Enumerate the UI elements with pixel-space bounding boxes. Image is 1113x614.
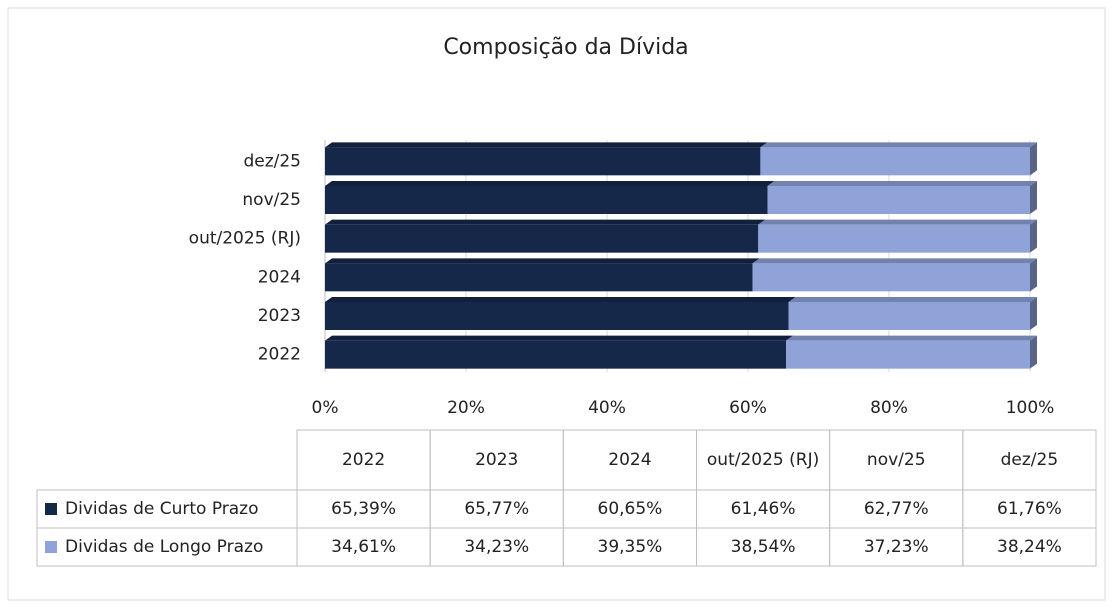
table-header: nov/25 bbox=[866, 450, 926, 470]
table-value: 38,54% bbox=[731, 537, 796, 557]
table-header: dez/25 bbox=[1000, 450, 1059, 470]
bar-top bbox=[325, 219, 766, 225]
table-cell bbox=[962, 527, 1097, 567]
table-value: 34,61% bbox=[331, 537, 396, 557]
table-value: 38,24% bbox=[997, 537, 1062, 557]
bar-top bbox=[325, 181, 775, 186]
x-tick-label: 80% bbox=[870, 398, 908, 418]
legend-label: Dividas de Longo Prazo bbox=[65, 537, 263, 557]
bar bbox=[767, 186, 1030, 214]
legend-label: Dividas de Curto Prazo bbox=[65, 499, 259, 519]
table-value: 61,46% bbox=[731, 499, 796, 519]
table-header: 2024 bbox=[608, 450, 652, 470]
bar bbox=[325, 302, 789, 330]
legend-marker bbox=[45, 541, 57, 553]
y-tick-label: out/2025 (RJ) bbox=[189, 229, 301, 249]
table-value: 62,77% bbox=[864, 499, 929, 519]
bar-side bbox=[1030, 258, 1037, 292]
table-header: out/2025 (RJ) bbox=[706, 450, 820, 470]
bar-side bbox=[1030, 142, 1037, 176]
y-tick-label: nov/25 bbox=[242, 190, 301, 210]
legend-marker bbox=[45, 503, 57, 515]
bar-top bbox=[788, 297, 1037, 302]
table-header-box: nov/25 bbox=[866, 450, 926, 470]
table-header-box: 2024 bbox=[608, 450, 652, 470]
bar-top bbox=[767, 181, 1037, 186]
y-tick-label: 2022 bbox=[258, 345, 301, 365]
bar bbox=[325, 224, 759, 253]
table-header-box: 2022 bbox=[341, 450, 386, 470]
bar-top bbox=[325, 258, 760, 264]
bar-top bbox=[760, 142, 1037, 148]
table-value: 65,77% bbox=[464, 499, 529, 519]
table-header-box: 2023 bbox=[475, 450, 519, 470]
bar bbox=[785, 340, 1030, 369]
table-header: 2022 bbox=[341, 450, 386, 470]
x-tick-label: 60% bbox=[729, 398, 767, 418]
bar bbox=[325, 340, 786, 369]
bar bbox=[758, 224, 1030, 253]
table-value: 39,35% bbox=[598, 537, 663, 557]
y-tick-label: 2023 bbox=[258, 306, 301, 326]
x-tick-label: 100% bbox=[1006, 398, 1055, 418]
bar bbox=[760, 147, 1030, 176]
y-tick-label: dez/25 bbox=[243, 151, 301, 171]
bar-top bbox=[785, 335, 1037, 341]
bar-side bbox=[1030, 219, 1037, 253]
table-header: 2023 bbox=[475, 450, 519, 470]
bar-side bbox=[1030, 181, 1037, 214]
table-value: 60,65% bbox=[598, 499, 663, 519]
table-value: 65,39% bbox=[331, 499, 396, 519]
table-value: 34,23% bbox=[464, 537, 529, 557]
bar-side bbox=[1030, 297, 1037, 330]
bar bbox=[788, 302, 1030, 330]
bar-top bbox=[325, 335, 793, 341]
x-tick-label: 40% bbox=[588, 398, 626, 418]
table-header-box: dez/25 bbox=[1000, 450, 1059, 470]
table-value: 37,23% bbox=[864, 537, 929, 557]
bar bbox=[752, 263, 1030, 292]
chart-title: Composição da Dívida bbox=[443, 35, 688, 60]
bar-side bbox=[1030, 335, 1037, 369]
x-tick-label: 20% bbox=[447, 398, 485, 418]
bar-top bbox=[752, 258, 1037, 264]
y-tick-label: 2024 bbox=[258, 267, 301, 287]
table-header-box: out/2025 (RJ) bbox=[706, 450, 820, 470]
bar bbox=[325, 263, 753, 292]
table-value: 61,76% bbox=[997, 499, 1062, 519]
x-tick-label: 0% bbox=[312, 398, 339, 418]
bar-top bbox=[325, 297, 796, 302]
bar bbox=[325, 147, 761, 176]
bar-top bbox=[758, 219, 1037, 225]
bar bbox=[325, 186, 768, 214]
bar-top bbox=[325, 142, 768, 148]
